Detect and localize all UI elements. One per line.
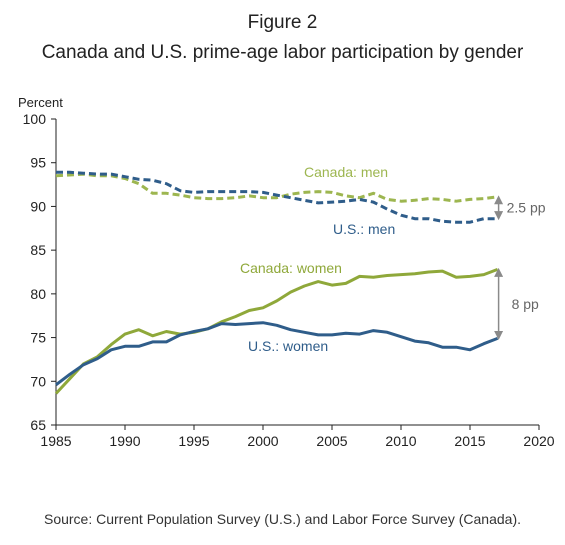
y-tick-label: 100 bbox=[23, 111, 47, 127]
y-tick-label: 80 bbox=[30, 286, 46, 302]
y-axis-label: Percent bbox=[18, 95, 63, 110]
series-label-u-s-women: U.S.: women bbox=[248, 338, 328, 354]
chart-title: Canada and U.S. prime-age labor particip… bbox=[41, 42, 524, 63]
series-line-u-s-women bbox=[55, 321, 499, 386]
series-line-u-s-men bbox=[56, 170, 498, 224]
gap-label: 8 pp bbox=[512, 296, 539, 312]
y-tick-label: 70 bbox=[30, 373, 46, 389]
x-tick-label: 2005 bbox=[316, 433, 347, 449]
x-tick-label: 1995 bbox=[178, 433, 209, 449]
y-tick-label: 95 bbox=[30, 155, 46, 171]
x-tick-label: 1990 bbox=[109, 433, 140, 449]
y-tick-label: 65 bbox=[30, 417, 46, 433]
series-line-canada-women bbox=[54, 267, 499, 395]
series-line-canada-men bbox=[55, 172, 498, 203]
series-label-canada-men: Canada: men bbox=[304, 164, 388, 180]
x-tick-label: 2015 bbox=[454, 433, 485, 449]
y-tick-label: 75 bbox=[30, 330, 46, 346]
figure-label: Figure 2 bbox=[247, 12, 318, 33]
series-label-u-s-men: U.S.: men bbox=[333, 221, 395, 237]
x-tick-label: 2000 bbox=[247, 433, 278, 449]
x-tick-label: 2020 bbox=[523, 433, 554, 449]
x-tick-label: 1985 bbox=[40, 433, 71, 449]
series-label-canada-women: Canada: women bbox=[240, 260, 342, 276]
gap-label: 2.5 pp bbox=[507, 200, 546, 216]
y-tick-label: 90 bbox=[30, 198, 46, 214]
y-tick-label: 85 bbox=[30, 242, 46, 258]
source-note: Source: Current Population Survey (U.S.)… bbox=[43, 511, 521, 527]
x-tick-label: 2010 bbox=[385, 433, 416, 449]
